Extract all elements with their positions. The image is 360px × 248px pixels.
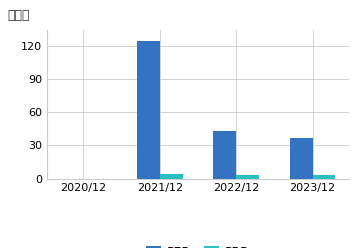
Bar [160, 174, 183, 179]
Bar [236, 175, 259, 179]
Legend: PER, PBR: PER, PBR [141, 241, 255, 248]
Text: （배）: （배） [7, 9, 30, 22]
Bar [213, 131, 236, 179]
Bar [290, 138, 312, 179]
Bar [312, 175, 336, 179]
Bar [137, 41, 160, 179]
